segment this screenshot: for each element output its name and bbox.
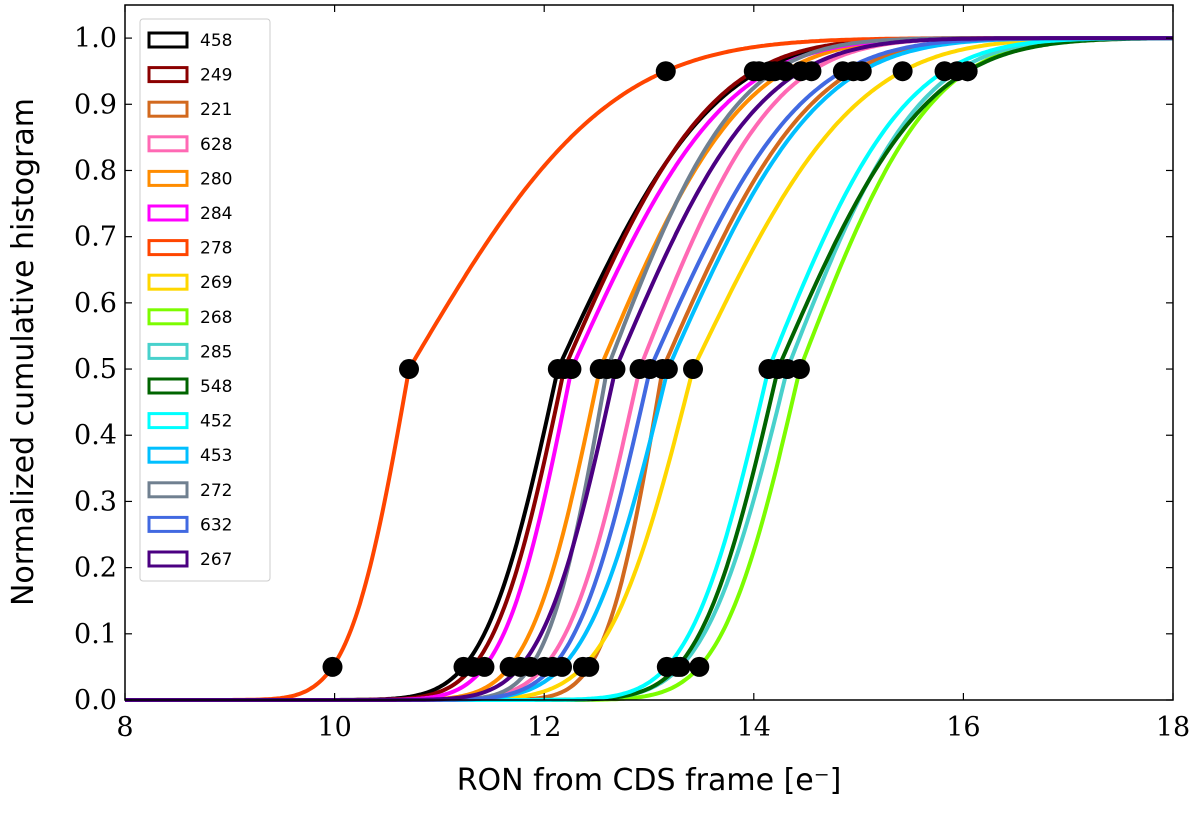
y-tick-label: 0.1 <box>74 619 117 650</box>
x-tick-label: 16 <box>946 712 980 743</box>
legend-label-249: 249 <box>200 66 232 86</box>
y-tick-label: 0.6 <box>74 288 117 319</box>
marker-267 <box>605 359 626 380</box>
marker-267 <box>790 61 811 82</box>
marker-453 <box>657 359 678 380</box>
legend-label-280: 280 <box>200 169 232 189</box>
x-tick-label: 8 <box>116 712 133 743</box>
legend-label-458: 458 <box>200 31 232 51</box>
legend-swatch-272 <box>147 481 189 499</box>
legend-swatch-269 <box>147 273 189 291</box>
legend-label-284: 284 <box>200 204 232 224</box>
y-tick-label: 0.2 <box>74 553 117 584</box>
legend-swatch-452 <box>147 412 189 430</box>
legend-swatch-278 <box>147 239 189 257</box>
marker-278 <box>399 359 420 380</box>
marker-548 <box>957 61 978 82</box>
marker-632 <box>640 359 661 380</box>
x-tick-label: 10 <box>317 712 351 743</box>
marker-272 <box>764 61 785 82</box>
legend-swatch-221 <box>147 100 189 118</box>
legend-label-548: 548 <box>200 377 232 397</box>
legend-label-632: 632 <box>200 515 232 535</box>
marker-269 <box>572 656 593 677</box>
x-axis-label: RON from CDS frame [e⁻] <box>457 763 842 798</box>
plot-frame <box>124 4 1174 701</box>
legend-swatch-628 <box>147 135 189 153</box>
legend-label-221: 221 <box>200 100 232 120</box>
legend-swatch-285 <box>147 342 189 360</box>
legend-frame <box>139 18 271 582</box>
legend-label-452: 452 <box>200 412 232 432</box>
legend-swatch-548 <box>147 377 189 395</box>
y-axis-label: Normalized cumulative histogram <box>6 98 41 606</box>
legend-label-269: 269 <box>200 273 232 293</box>
y-tick-label: 0.3 <box>74 486 117 517</box>
quantile-markers <box>322 61 978 677</box>
x-tick-label: 12 <box>527 712 561 743</box>
legend-swatch-268 <box>147 308 189 326</box>
marker-452 <box>758 359 779 380</box>
x-tick-label: 18 <box>1156 712 1190 743</box>
marker-452 <box>934 61 955 82</box>
legend-swatch-267 <box>147 550 189 568</box>
legend-label-285: 285 <box>200 342 232 362</box>
legend-swatch-249 <box>147 66 189 84</box>
marker-632 <box>542 656 563 677</box>
legend-label-278: 278 <box>200 239 232 259</box>
legend-swatch-632 <box>147 515 189 533</box>
marker-269 <box>683 359 704 380</box>
legend-label-453: 453 <box>200 446 232 466</box>
marker-249 <box>743 61 764 82</box>
y-tick-label: 0.5 <box>74 354 117 385</box>
marker-278 <box>655 61 676 82</box>
legend-label-272: 272 <box>200 481 232 501</box>
marker-284 <box>474 656 495 677</box>
y-tick-label: 0.0 <box>74 685 117 716</box>
y-tick-label: 0.8 <box>74 155 117 186</box>
marker-278 <box>322 656 343 677</box>
marker-268 <box>689 656 710 677</box>
marker-284 <box>561 359 582 380</box>
legend-label-267: 267 <box>200 550 232 570</box>
legend-label-268: 268 <box>200 308 232 328</box>
legend-swatch-280 <box>147 169 189 187</box>
y-tick-label: 0.4 <box>74 420 117 451</box>
x-tick-label: 14 <box>737 712 771 743</box>
marker-269 <box>892 61 913 82</box>
legend-swatch-453 <box>147 446 189 464</box>
legend-label-628: 628 <box>200 135 232 155</box>
y-tick-label: 1.0 <box>74 23 117 54</box>
legend-swatch-284 <box>147 204 189 222</box>
y-tick-label: 0.7 <box>74 222 117 253</box>
marker-452 <box>656 656 677 677</box>
axis-ticks: 8 10 12 14 16 18 0.0 0.1 0.2 0.3 0.4 0.5 0.6 0.7 0.8 0.… <box>74 5 1190 743</box>
marker-267 <box>510 656 531 677</box>
marker-632 <box>832 61 853 82</box>
marker-453 <box>851 61 872 82</box>
y-tick-label: 0.9 <box>74 89 117 120</box>
legend-swatch-458 <box>147 31 189 49</box>
legend: 458 249 221 628 280 284 278 269 268 285 548 452 453 2… <box>139 18 271 582</box>
